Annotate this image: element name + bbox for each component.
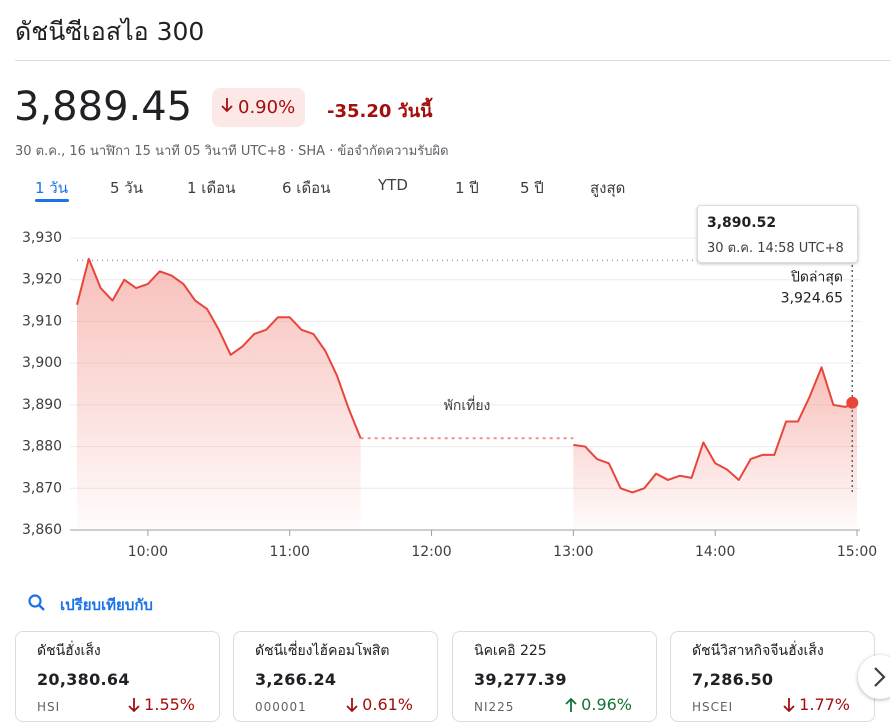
card-name: ดัชนีฮั่งเส็ง [37,643,101,659]
meta: 30 ต.ค., 16 นาฬิกา 15 นาที 05 วินาที UTC… [15,144,449,159]
chevron-icon [874,667,886,687]
arrow-icon [783,697,795,712]
title: ดัชนีซีเอสไอ 300 [15,17,205,46]
y-tick-label: 3,880 [22,439,62,455]
previous-close-value: 3,924.65 [781,290,843,306]
card-symbol: HSI [37,700,61,714]
card-change: 0.61% [345,695,413,714]
card-value: 3,266.24 [255,670,337,689]
card-name: ดัชนีเซี่ยงไฮ้คอมโพสิต [255,643,390,659]
next-button[interactable] [858,655,890,699]
x-tick-label: 10:00 [128,544,168,560]
tab[interactable]: 6 เดือน [282,179,331,197]
card-change: 1.55% [127,695,195,714]
tab[interactable]: 5 ปี [520,179,544,197]
y-tick-label: 3,870 [22,480,62,496]
arrow-shape [783,697,795,712]
change-percent: 0.90% [238,97,296,118]
annotation: พักเที่ยง [444,396,491,414]
hover-point [846,396,859,409]
chart: 3,860 3,870 3,880 3,890 3,900 3,910 3,920 3,930… [22,230,877,560]
tab[interactable]: 5 วัน [110,179,143,197]
divider [15,60,890,61]
card-change-value: 1.77% [799,695,850,714]
y-tick-label: 3,930 [22,230,62,246]
card-symbol: HSCEI [692,700,734,714]
card-name: นิคเคอิ 225 [474,643,547,659]
card-change-value: 0.61% [362,695,413,714]
change-badge: 0.90% [212,88,306,127]
card-change-value: 0.96% [581,695,632,714]
arrow-icon [346,697,358,712]
tab[interactable]: YTD [378,176,408,194]
y-tick-label: 3,890 [22,397,62,413]
arrow-icon [128,697,140,712]
compare-card[interactable]: นิคเคอิ 225 39,277.39 NI225 0.96% [452,631,657,722]
tab[interactable]: 1 ปี [455,179,479,197]
card-value: 7,286.50 [692,670,774,689]
card-change: 1.77% [782,695,850,714]
price-line [573,366,858,494]
search-icon [28,594,45,611]
tooltip: 3,890.52 30 ต.ค. 14:58 UTC+8 [697,205,858,263]
price-line [76,257,362,439]
arrow-shape [565,697,577,712]
compare-card[interactable]: ดัชนีวิสาหกิจจีนฮั่งเส็ง 7,286.50 HSCEI 1.7… [670,631,875,722]
change: -35.20 วันนี้ [327,101,433,122]
card-name: ดัชนีวิสาหกิจจีนฮั่งเส็ง [692,643,824,659]
tooltip-time: 30 ต.ค. 14:58 UTC+8 [707,241,844,256]
x-tick-label: 15:00 [837,544,877,560]
y-tick-label: 3,900 [22,355,62,371]
card-value: 20,380.64 [37,670,130,689]
card-change-value: 1.55% [144,695,195,714]
y-tick-label: 3,860 [22,522,62,538]
compare-card[interactable]: ดัชนีเซี่ยงไฮ้คอมโพสิต 3,266.24 000001 0.61… [233,631,438,722]
area-fill [77,258,361,530]
x-tick-label: 12:00 [411,544,451,560]
compare-title[interactable]: เปรียบเทียบกับ [60,596,153,614]
arrow-shape [221,98,233,113]
arrow-icon [565,697,577,712]
y-tick-label: 3,910 [22,313,62,329]
tooltip-value: 3,890.52 [707,215,777,231]
tab[interactable]: 1 วัน [35,179,68,197]
card-change: 0.96% [564,695,632,714]
arrow-shape [128,697,140,712]
tab[interactable]: 1 เดือน [187,179,236,197]
x-tick-label: 11:00 [270,544,310,560]
card-symbol: 000001 [255,700,307,714]
arrow-shape [346,697,358,712]
x-tick-label: 13:00 [553,544,593,560]
compare-card[interactable]: ดัชนีฮั่งเส็ง 20,380.64 HSI 1.55% [15,631,220,722]
arrow-icon [221,98,233,113]
y-tick-label: 3,920 [22,272,62,288]
area-fill [573,367,857,530]
card-value: 39,277.39 [474,670,567,689]
card-symbol: NI225 [474,700,515,714]
active-tab-indicator [35,199,69,202]
previous-close-label: ปิดล่าสุด [790,269,843,285]
price: 3,889.45 [14,84,193,130]
tab[interactable]: สูงสุด [590,179,626,197]
arrow-icon [220,97,234,118]
x-tick-label: 14:00 [695,544,735,560]
